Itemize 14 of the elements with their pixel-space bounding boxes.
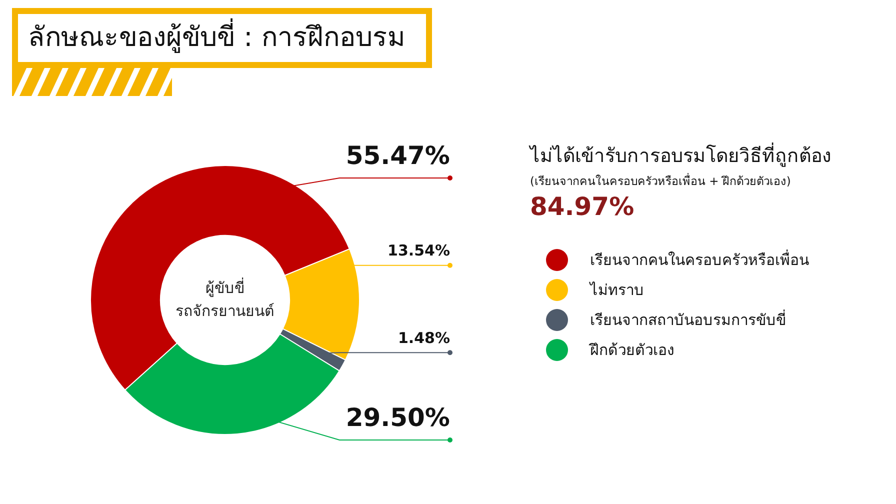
data-label: 55.47% xyxy=(346,141,450,170)
text: รถจักรยานยนต์ xyxy=(176,302,274,320)
data-label: 29.50% xyxy=(346,403,450,432)
legend-label: เรียนจากสถาบันอบรมการขับขี่ xyxy=(590,308,786,331)
text: (เรียนจากคนในครอบครัวหรือเพื่อน + ฝึกด้วยตัวเอง) xyxy=(530,172,792,190)
legend-label: ไม่ทราบ xyxy=(590,280,644,301)
chart-title: ลักษณะของผู้ขับขี่ : การฝึกอบรม xyxy=(12,8,432,68)
data-label: 1.48% xyxy=(398,329,450,348)
text: 84.97% xyxy=(530,192,636,221)
text: ไม่ได้เข้ารับการอบรมโดยวิธีที่ถูกต้อง xyxy=(530,142,832,169)
text: ผู้ขับขี่ xyxy=(206,276,244,297)
data-label: 13.54% xyxy=(388,242,450,260)
legend-label: ฝึกด้วยตัวเอง xyxy=(590,340,674,361)
legend-label: เรียนจากคนในครอบครัวหรือเพื่อน xyxy=(590,248,809,271)
